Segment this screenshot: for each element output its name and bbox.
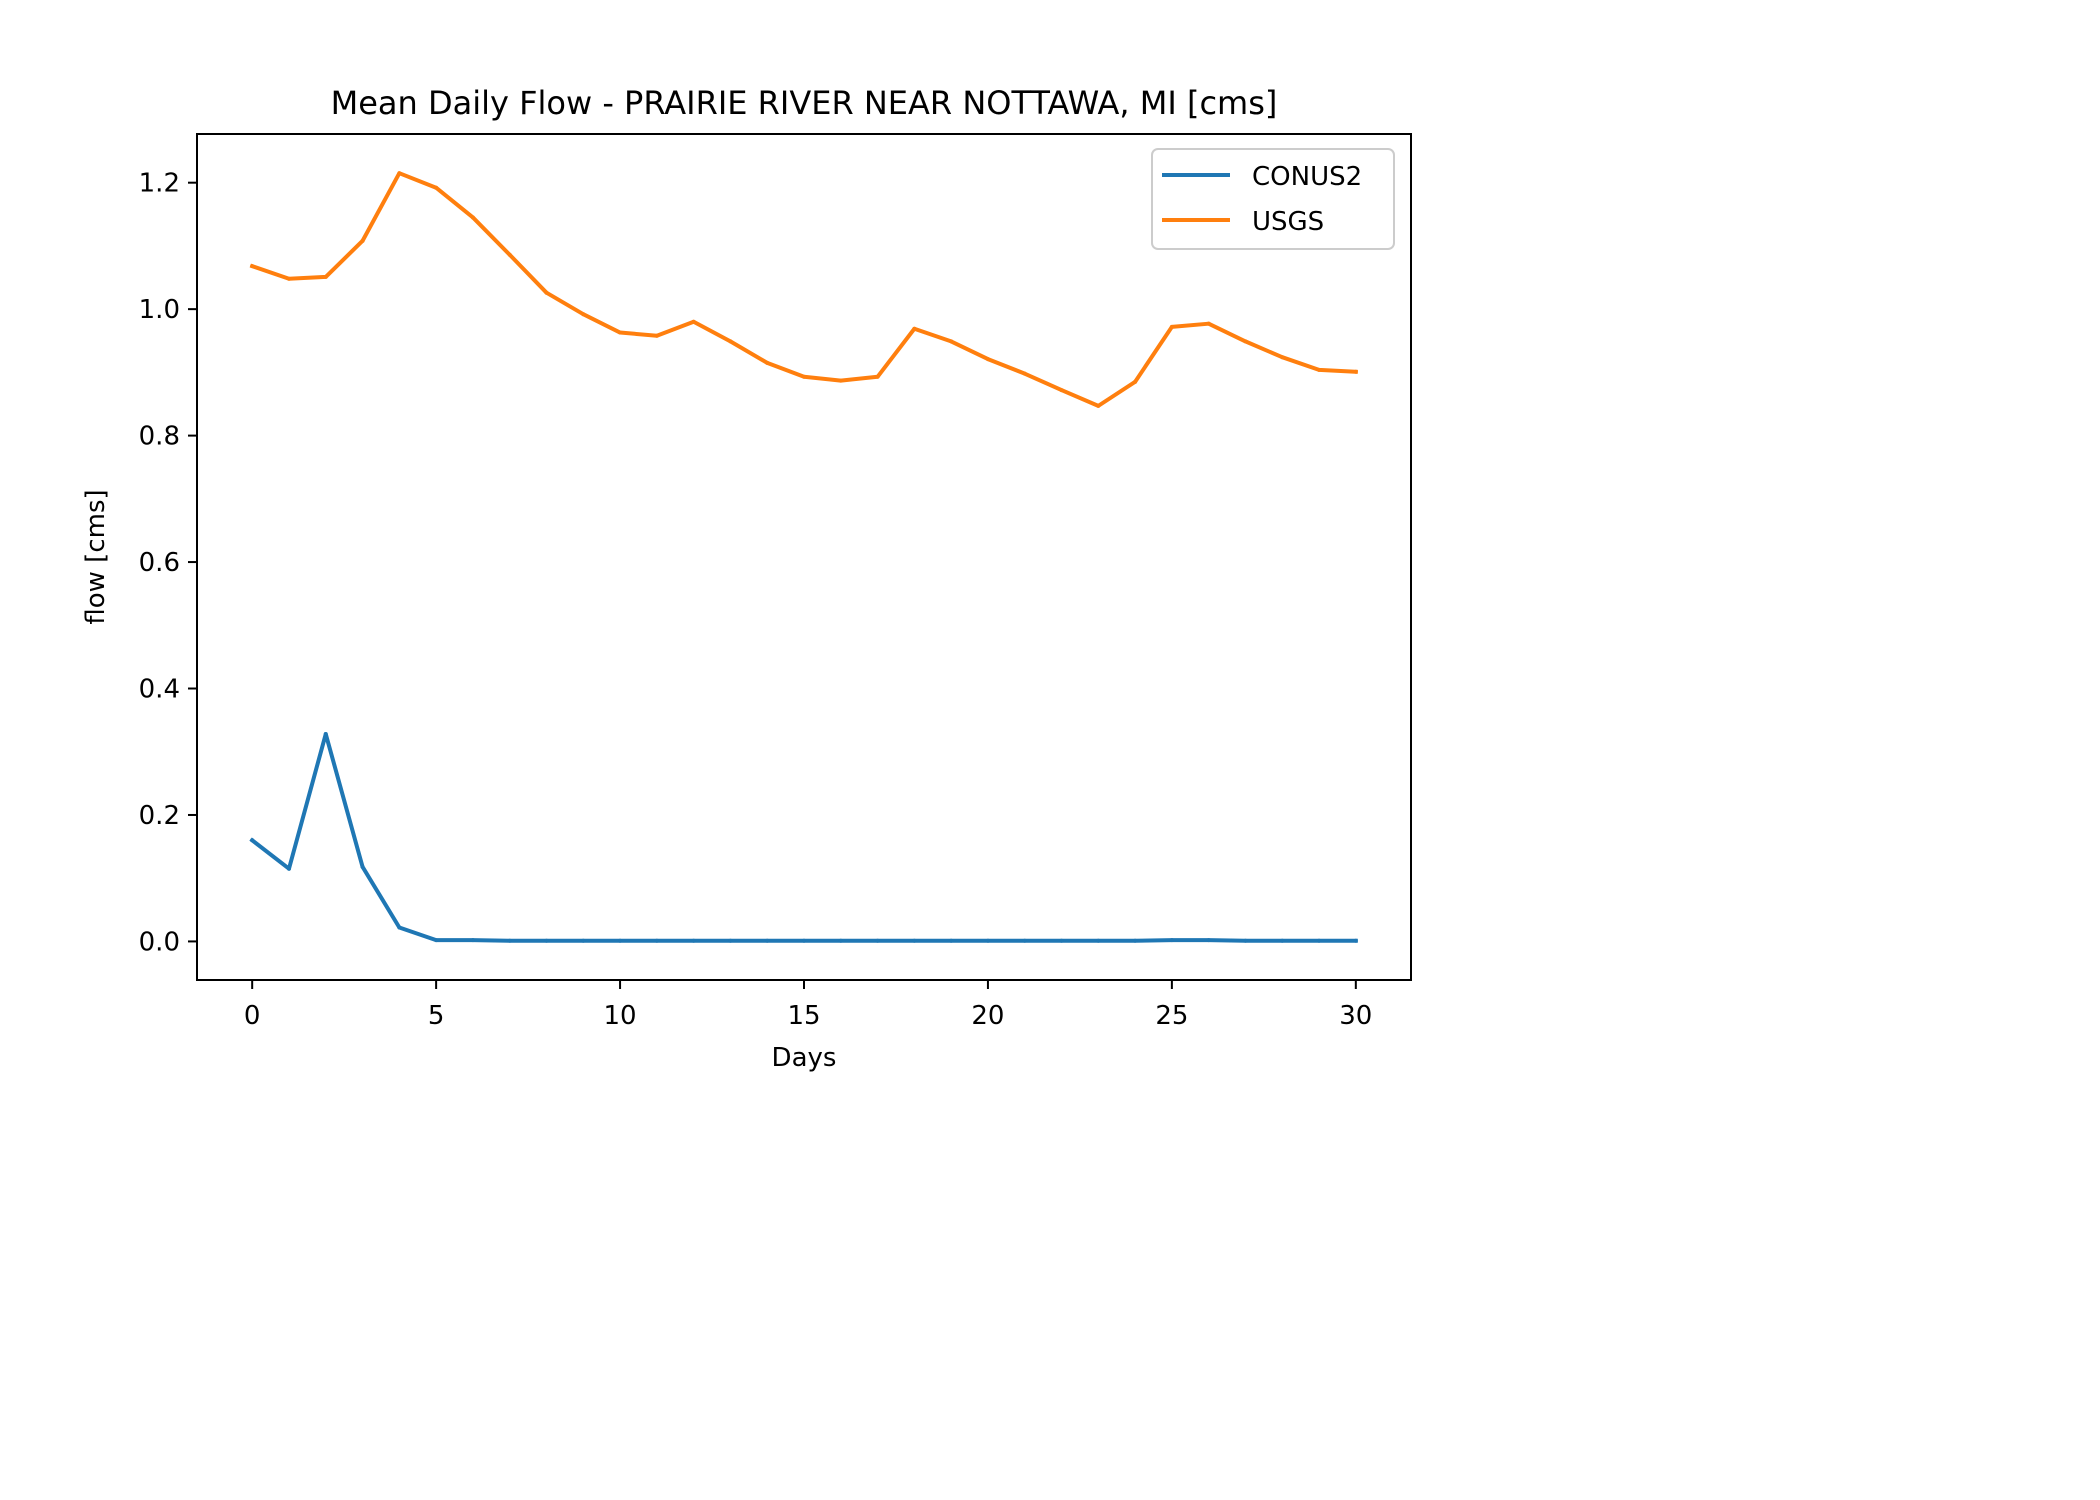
data-point-usgs bbox=[544, 290, 549, 295]
data-point-usgs bbox=[618, 330, 623, 335]
data-point-usgs bbox=[875, 374, 880, 379]
y-tick-label: 0.0 bbox=[139, 927, 180, 957]
data-point-conus2 bbox=[581, 938, 586, 943]
data-point-conus2 bbox=[250, 838, 255, 843]
y-tick-label: 1.0 bbox=[139, 295, 180, 325]
data-point-usgs bbox=[581, 312, 586, 317]
data-point-conus2 bbox=[1317, 938, 1322, 943]
data-point-conus2 bbox=[838, 938, 843, 943]
x-axis: 0 5 10 15 20 25 30 bbox=[244, 980, 1372, 1031]
x-tick-label: 5 bbox=[428, 1001, 445, 1031]
data-point-usgs bbox=[1243, 339, 1248, 344]
data-point-usgs bbox=[1280, 355, 1285, 360]
data-point-usgs bbox=[434, 185, 439, 190]
data-point-usgs bbox=[728, 339, 733, 344]
series-layer bbox=[249, 171, 1358, 943]
data-point-usgs bbox=[949, 339, 954, 344]
data-point-conus2 bbox=[323, 732, 328, 737]
y-tick-label: 0.8 bbox=[139, 422, 180, 452]
data-point-usgs bbox=[1317, 367, 1322, 372]
y-tick-label: 0.4 bbox=[139, 675, 180, 705]
legend-label-usgs: USGS bbox=[1252, 207, 1324, 237]
data-point-conus2 bbox=[1353, 938, 1358, 943]
data-point-conus2 bbox=[618, 938, 623, 943]
data-point-usgs bbox=[802, 374, 806, 379]
legend-items: CONUS2 USGS bbox=[1162, 162, 1362, 237]
data-point-usgs bbox=[360, 238, 365, 243]
data-point-conus2 bbox=[1206, 938, 1211, 943]
data-point-usgs bbox=[1096, 403, 1101, 408]
data-point-conus2 bbox=[1280, 938, 1285, 943]
data-point-usgs bbox=[1206, 321, 1211, 326]
data-point-usgs bbox=[1059, 388, 1064, 393]
data-point-conus2 bbox=[286, 866, 291, 871]
data-point-usgs bbox=[765, 360, 770, 365]
y-axis-title: flow [cms] bbox=[81, 489, 111, 624]
x-axis-title: Days bbox=[772, 1043, 837, 1073]
data-point-conus2 bbox=[728, 938, 733, 943]
data-point-conus2 bbox=[434, 938, 439, 943]
data-point-usgs bbox=[286, 276, 291, 281]
data-point-usgs bbox=[912, 326, 917, 331]
y-tick-label: 0.2 bbox=[139, 801, 180, 831]
data-point-conus2 bbox=[1243, 938, 1248, 943]
data-point-usgs bbox=[691, 319, 696, 324]
data-point-usgs bbox=[470, 215, 475, 220]
data-point-usgs bbox=[507, 252, 512, 257]
data-point-conus2 bbox=[397, 925, 402, 930]
x-tick-label: 25 bbox=[1155, 1001, 1188, 1031]
y-axis: 0.0 0.2 0.4 0.6 0.8 1.0 1.2 bbox=[139, 169, 197, 957]
data-point-usgs bbox=[250, 264, 255, 269]
data-point-conus2 bbox=[802, 938, 806, 943]
data-point-conus2 bbox=[875, 938, 880, 943]
chart-title: Mean Daily Flow - PRAIRIE RIVER NEAR NOT… bbox=[331, 84, 1278, 122]
data-point-conus2 bbox=[544, 938, 549, 943]
x-tick-label: 30 bbox=[1339, 1001, 1372, 1031]
data-point-conus2 bbox=[507, 938, 512, 943]
data-point-usgs bbox=[397, 171, 402, 176]
data-point-conus2 bbox=[1169, 938, 1174, 943]
data-point-usgs bbox=[985, 357, 990, 362]
y-tick-label: 1.2 bbox=[139, 169, 180, 199]
data-point-usgs bbox=[1022, 371, 1027, 376]
data-point-conus2 bbox=[691, 938, 696, 943]
x-tick-label: 20 bbox=[971, 1001, 1004, 1031]
data-point-usgs bbox=[1353, 369, 1358, 374]
x-tick-label: 0 bbox=[244, 1001, 261, 1031]
data-point-usgs bbox=[654, 333, 659, 338]
data-point-conus2 bbox=[765, 938, 770, 943]
data-point-usgs bbox=[323, 274, 328, 279]
x-tick-label: 10 bbox=[604, 1001, 637, 1031]
data-point-conus2 bbox=[360, 864, 365, 869]
x-tick-label: 15 bbox=[787, 1001, 820, 1031]
data-point-conus2 bbox=[1096, 938, 1101, 943]
data-point-usgs bbox=[1133, 379, 1138, 384]
data-point-usgs bbox=[838, 378, 843, 383]
data-point-conus2 bbox=[985, 938, 990, 943]
data-point-usgs bbox=[1169, 324, 1174, 329]
data-point-conus2 bbox=[1133, 938, 1138, 943]
y-tick-label: 0.6 bbox=[139, 548, 180, 578]
line-chart: Mean Daily Flow - PRAIRIE RIVER NEAR NOT… bbox=[81, 84, 1412, 1073]
data-point-conus2 bbox=[1059, 938, 1064, 943]
legend-label-conus2: CONUS2 bbox=[1252, 162, 1362, 192]
data-point-conus2 bbox=[470, 938, 475, 943]
legend: CONUS2 USGS bbox=[1151, 148, 1395, 250]
data-point-conus2 bbox=[912, 938, 917, 943]
data-point-conus2 bbox=[949, 938, 954, 943]
data-point-conus2 bbox=[1022, 938, 1027, 943]
data-point-conus2 bbox=[654, 938, 659, 943]
